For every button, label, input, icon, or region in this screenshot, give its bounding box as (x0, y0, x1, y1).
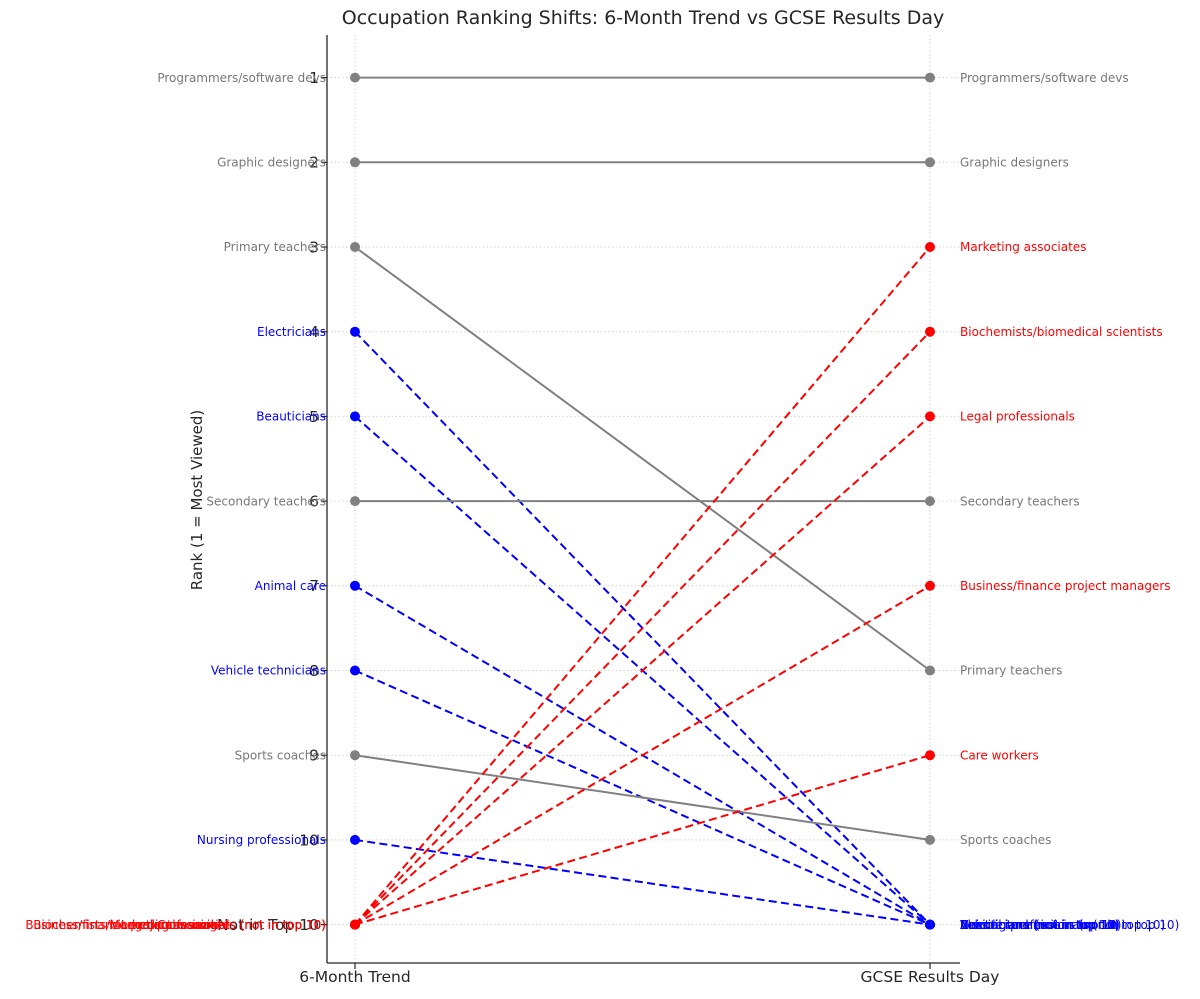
label-left-vehicle-technicians: Vehicle technicians (211, 664, 326, 678)
label-left-beauticians: Beauticians (256, 410, 326, 424)
dot-right-sports-coaches (925, 834, 935, 845)
y-tick-label-rank-2: 2 (309, 154, 319, 172)
slope-line-marketing-associates (354, 246, 931, 926)
chart-title: Occupation Ranking Shifts: 6-Month Trend… (341, 7, 945, 29)
label-left-animal-care: Animal care (255, 579, 326, 593)
dot-right-primary-teachers (925, 665, 935, 676)
dot-left-sports-coaches (350, 750, 360, 761)
label-right-legal-professionals: Legal professionals (960, 410, 1075, 424)
label-right-secondary-teachers: Secondary teachers (960, 494, 1080, 508)
label-right-biochemists-biomedical-scientists: Biochemists/biomedical scientists (960, 325, 1163, 339)
label-left-graphic-designers: Graphic designers (217, 156, 326, 170)
dot-left-nursing-professionals (350, 834, 360, 845)
label-right-electricians: Electricians (not in top 10) (960, 918, 1119, 932)
slope-line-business-finance-project-managers (354, 584, 931, 926)
label-right-graphic-designers: Graphic designers (960, 156, 1069, 170)
dot-right-biochemists-biomedical-scientists (925, 326, 935, 337)
label-left-programmers-software-devs: Programmers/software devs (157, 71, 326, 85)
dot-left-electricians (350, 326, 360, 337)
dot-left-programmers-software-devs (350, 72, 360, 83)
label-right-primary-teachers: Primary teachers (960, 664, 1062, 678)
dot-right-programmers-software-devs (925, 72, 935, 83)
slope-line-care-workers (354, 754, 931, 926)
y-tick-label-rank-5: 5 (309, 408, 319, 426)
label-right-business-finance-project-managers: Business/finance project managers (960, 579, 1171, 593)
dot-left-secondary-teachers (350, 496, 360, 507)
dot-right-secondary-teachers (925, 496, 935, 507)
y-tick-label-rank-8: 8 (309, 662, 319, 680)
dot-left-primary-teachers (350, 242, 360, 252)
slope-line-biochemists-biomedical-scientists (354, 331, 931, 926)
dot-left-vehicle-technicians (350, 665, 360, 676)
x-tick-label-6-month-trend: 6-Month Trend (299, 968, 410, 986)
dot-right-care-workers (925, 750, 935, 761)
label-right-nursing-professionals: Nursing professionals (not in top 10) (960, 918, 1179, 932)
dot-right-legal-professionals (925, 411, 935, 422)
slope-line-primary-teachers (354, 246, 931, 672)
slope-line-nursing-professionals (354, 838, 931, 926)
label-left-nursing-professionals: Nursing professionals (197, 833, 326, 847)
y-tick-label-rank-9: 9 (309, 747, 319, 765)
y-tick-label-rank-11: Not in Top 10 (217, 916, 319, 934)
label-left-secondary-teachers: Secondary teachers (206, 494, 326, 508)
dot-right-marketing-associates (925, 242, 935, 252)
label-right-programmers-software-devs: Programmers/software devs (960, 71, 1129, 85)
label-right-beauticians: Beauticians (not in top 10) (960, 918, 1120, 932)
slope-line-sports-coaches (354, 754, 931, 841)
label-left-primary-teachers: Primary teachers (224, 240, 326, 254)
label-left-business-finance-project-managers: Business/finance project managers (not i… (25, 918, 326, 932)
label-right-vehicle-technicians: Vehicle technicians (not in top 10) (960, 918, 1165, 932)
dot-left-animal-care (350, 580, 360, 591)
y-axis-label: Rank (1 = Most Viewed) (188, 409, 206, 591)
dot-right-business-finance-project-managers (925, 580, 935, 591)
label-left-legal-professionals: Legal professionals (not in top 10) (121, 918, 326, 932)
label-left-care-workers: Care workers (not in top 10) (157, 918, 326, 932)
dot-left-beauticians (350, 411, 360, 422)
slope-line-legal-professionals (354, 415, 931, 926)
dot-right-graphic-designers (925, 157, 935, 168)
dot-left-graphic-designers (350, 157, 360, 168)
dot-right-nursing-professionals (925, 919, 935, 930)
y-tick-label-rank-6: 6 (309, 493, 319, 511)
y-tick-label-rank-7: 7 (309, 577, 319, 595)
label-right-care-workers: Care workers (960, 748, 1039, 762)
label-right-sports-coaches: Sports coaches (960, 833, 1051, 847)
x-tick-label-gcse-results-day: GCSE Results Day (861, 968, 1000, 986)
dot-left-care-workers (350, 919, 360, 930)
y-tick-label-rank-1: 1 (309, 69, 319, 87)
y-tick-label-rank-4: 4 (309, 323, 319, 341)
label-right-marketing-associates: Marketing associates (960, 240, 1086, 254)
y-tick-label-rank-3: 3 (309, 238, 319, 256)
label-left-sports-coaches: Sports coaches (235, 748, 326, 762)
label-right-animal-care: Animal care (not in top 10) (960, 918, 1122, 932)
label-left-electricians: Electricians (257, 325, 326, 339)
y-tick-label-rank-10: 10 (299, 831, 319, 849)
label-left-marketing-associates: Marketing associates (not in top 10) (109, 918, 326, 932)
label-left-biochemists-biomedical-scientists: Biochemists/biomedical scientists (not i… (33, 918, 326, 932)
